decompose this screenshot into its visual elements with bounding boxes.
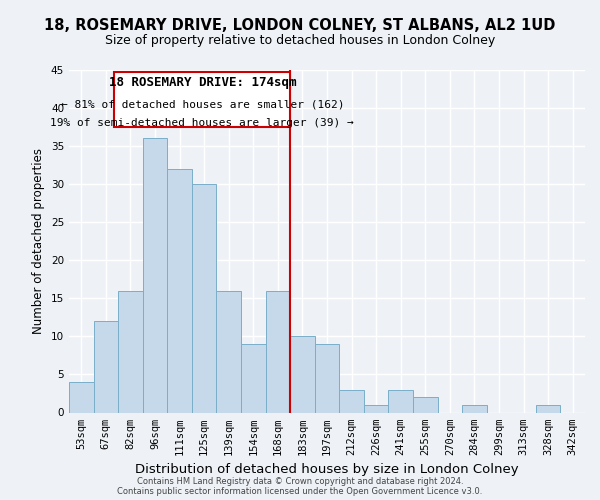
Bar (364, 405, 388, 412)
Bar (217, 290, 241, 412)
X-axis label: Distribution of detached houses by size in London Colney: Distribution of detached houses by size … (135, 463, 519, 476)
Text: 18, ROSEMARY DRIVE, LONDON COLNEY, ST ALBANS, AL2 1UD: 18, ROSEMARY DRIVE, LONDON COLNEY, ST AL… (44, 18, 556, 32)
Bar (167, 169, 192, 412)
Y-axis label: Number of detached properties: Number of detached properties (32, 148, 46, 334)
Text: Contains HM Land Registry data © Crown copyright and database right 2024.: Contains HM Land Registry data © Crown c… (137, 477, 463, 486)
Text: Contains public sector information licensed under the Open Government Licence v3: Contains public sector information licen… (118, 487, 482, 496)
Text: 19% of semi-detached houses are larger (39) →: 19% of semi-detached houses are larger (… (50, 118, 354, 128)
Bar (315, 344, 339, 412)
Bar (192, 184, 217, 412)
Text: ← 81% of detached houses are smaller (162): ← 81% of detached houses are smaller (16… (61, 100, 344, 110)
Text: Size of property relative to detached houses in London Colney: Size of property relative to detached ho… (105, 34, 495, 47)
Bar (388, 390, 413, 412)
Bar (266, 290, 290, 412)
Bar (118, 290, 143, 412)
Bar (290, 336, 315, 412)
Bar (94, 321, 118, 412)
Text: 18 ROSEMARY DRIVE: 174sqm: 18 ROSEMARY DRIVE: 174sqm (109, 76, 296, 88)
Bar (413, 398, 437, 412)
Bar (69, 382, 94, 412)
Bar (143, 138, 167, 412)
Bar (241, 344, 266, 412)
Bar (462, 405, 487, 412)
Bar (339, 390, 364, 412)
Bar (536, 405, 560, 412)
